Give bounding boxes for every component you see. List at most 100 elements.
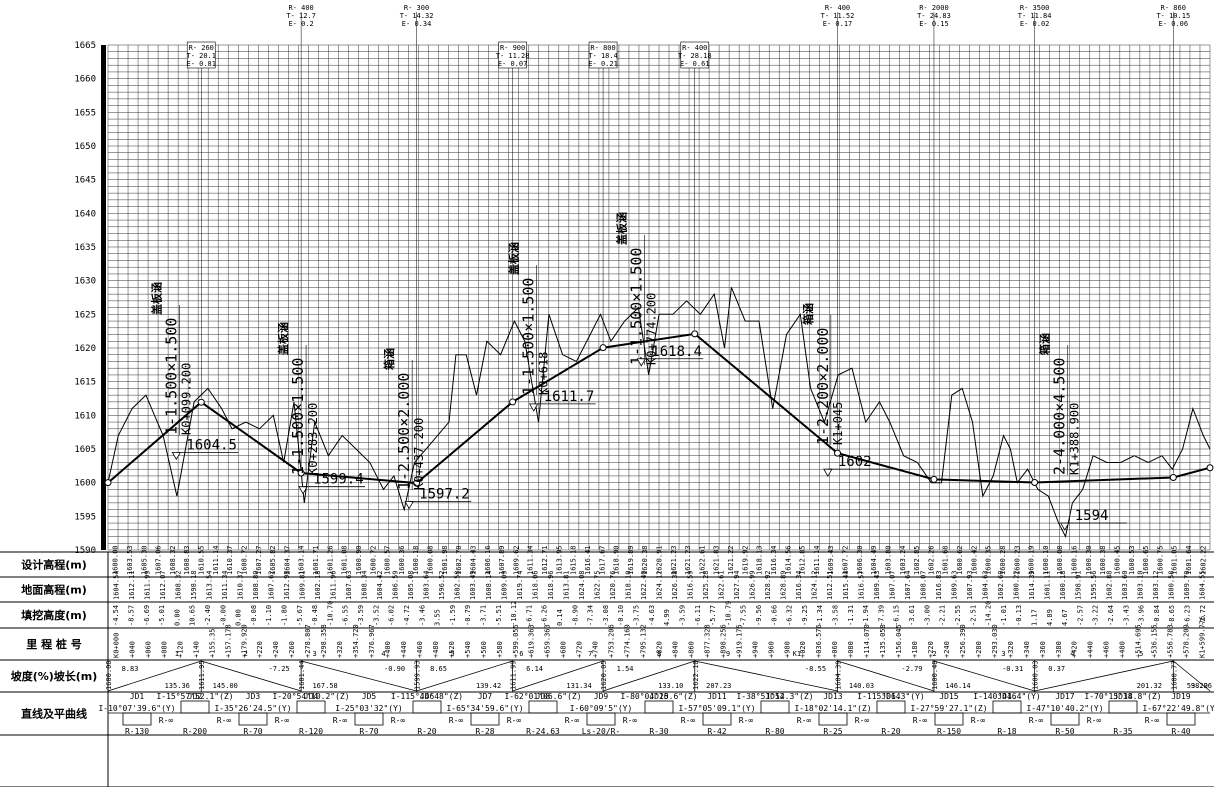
grade-slope-line — [416, 660, 513, 692]
alignment-tangent-label: R-∞ — [565, 716, 580, 725]
ground-elevation-cell: 1607.07 — [888, 570, 896, 600]
profile-table: 设计高程(m) 地面高程(m) 填挖高度(m) 里 程 桩 号坡度(%)坡长(m) 直线… — [0, 545, 1214, 787]
fill-height-cell: -2.40 — [204, 605, 212, 626]
ground-elevation-cell: 1626.38 — [671, 570, 679, 600]
grade-length: 140.03 — [849, 682, 874, 690]
alignment-curve: JD3 I-35°26'24.5"(Y) R-70 — [214, 692, 291, 736]
design-elevation-cell: 1602.85 — [913, 545, 921, 575]
station-cell: +536.155 — [1151, 624, 1159, 658]
culvert-type: 盖板涵 — [614, 212, 628, 245]
alignment-radius: R-150 — [937, 727, 961, 736]
alignment-curve-box — [702, 712, 732, 726]
alignment-radius: R-28 — [475, 727, 494, 736]
fill-height-cell: -10.12 — [510, 601, 518, 626]
design-elevation-cell: 1614.56 — [784, 545, 792, 575]
alignment-curve-box — [354, 712, 384, 726]
alignment-tangent-label: R-∞ — [391, 716, 406, 725]
grade-pvi-elevation: 1600.77 — [1170, 660, 1178, 690]
alignment-curve-box — [1108, 700, 1138, 714]
fill-height-cell: -3.96 — [1138, 605, 1146, 626]
grade-change-point — [104, 479, 112, 487]
culvert-station: K0+618 — [537, 352, 551, 395]
station-cell: +556.783 — [1167, 624, 1175, 658]
fill-height-cell: -5.77 — [709, 605, 717, 626]
design-elevation-cell: 1601.05 — [1171, 545, 1179, 575]
grade-value: 0.37 — [1048, 665, 1065, 673]
fill-height-cell: -7.55 — [740, 605, 748, 626]
station-cell: +860 — [687, 641, 695, 658]
station-cell: +157.178 — [224, 624, 232, 658]
alignment-tangent-label: R-∞ — [913, 716, 928, 725]
grade-length: 133.10 — [658, 682, 683, 690]
grade-change-point — [413, 479, 421, 487]
alignment-jd-label: JD11 — [707, 692, 726, 701]
fill-height-cell: -0.66 — [770, 605, 778, 626]
grade-pvi-elevation: 1604.39 — [835, 660, 843, 690]
design-elevation-cell: 1606.30 — [856, 545, 864, 575]
culvert-annotation: 1-2.200×2.000 K1+045 箱涵 — [801, 303, 845, 445]
grade-length: 146.14 — [945, 682, 970, 690]
design-elevation-cell: 1600.36 — [398, 545, 406, 575]
culvert-type: 箱涵 — [382, 348, 396, 370]
station-cell: +659.363 — [544, 624, 552, 658]
alignment-deflection: I-70°15'34.8"(Z) — [1084, 692, 1161, 701]
design-elevation-cell: 1600.65 — [1142, 545, 1150, 575]
ground-elevation-cell: 1604.42 — [376, 570, 384, 600]
elevation-callout-value: 1594 — [1075, 508, 1109, 524]
vertical-curve-param: T- 20.1 — [186, 52, 216, 60]
fill-height-cell: -4.63 — [648, 605, 656, 626]
fill-height-cell: -5.51 — [495, 605, 503, 626]
elevation-tick-label: 1620 — [74, 344, 96, 354]
grade-segment: 6.14 131.34 1611.99 — [510, 660, 604, 692]
ground-elevation-cell: 1608.32 — [174, 570, 182, 600]
grade-segment: 8.65 139.42 1599.93 — [414, 660, 513, 692]
fill-height-cell: -2.55 — [954, 605, 962, 626]
alignment-curve-box — [412, 700, 442, 714]
design-elevation-cell: 1600.45 — [1113, 545, 1121, 575]
ground-elevation-cell: 1602.60 — [997, 570, 1005, 600]
vertical-curve-param: T- 11.52 — [821, 12, 855, 20]
vertical-curve-frame — [588, 41, 618, 69]
vertical-curve-frame — [186, 41, 216, 69]
design-elevation-cell: 1618.13 — [756, 545, 764, 575]
station-cell: +376.967 — [368, 624, 376, 658]
fill-height-cell: -5.67 — [296, 605, 304, 626]
elevation-axis: 1665 1660 1655 1650 1645 1640 1635 1630 1625 1620… — [74, 41, 106, 556]
ground-elevation-cell: 1610.37 — [236, 570, 244, 600]
fill-height-cell: -6.11 — [694, 605, 702, 626]
design-elevation-cell: 1601.64 — [1185, 545, 1193, 575]
fill-height-cell: -1.31 — [847, 605, 855, 626]
grade-slope-line — [602, 660, 695, 692]
elevation-tick-label: 1665 — [74, 41, 96, 51]
grade-segment: -0.31 146.14 1600.48 — [931, 660, 1035, 692]
grade-pvi-elevation: 1601.44 — [298, 660, 306, 690]
station-km-mark: 4 — [381, 650, 385, 658]
ground-elevation-cell: 1628.92 — [764, 570, 772, 600]
station-km-mark: 5 — [450, 650, 454, 658]
ground-elevation-cell: 1622.61 — [718, 570, 726, 600]
alignment-deflection: I-18°02'14.1"(Z) — [794, 704, 871, 713]
station-cell: +720 — [576, 641, 584, 658]
ground-elevation-cell: 1608.07 — [919, 570, 927, 600]
station-cell: +898.256 — [719, 624, 727, 658]
station-km-mark: 7 — [588, 650, 592, 658]
culvert-size: 1-2.500×2.000 — [395, 373, 413, 490]
station-cell: +135.058 — [879, 624, 887, 658]
design-elevation-cell: 1605.30 — [140, 545, 148, 575]
alignment-jd-label: JD13 — [823, 692, 842, 701]
vertical-curve-param: T- 14.32 — [400, 12, 434, 20]
fill-height-cell: -6.69 — [143, 605, 151, 626]
fill-height-cell: -3.08 — [602, 605, 610, 626]
fill-height-cell: -0.13 — [1015, 605, 1023, 626]
ground-elevation-cell: 1612.51 — [826, 570, 834, 600]
alignment-curve: JD1 I-10°07'39.6"(Y) R-130 — [98, 692, 175, 736]
fill-height-cell: -0.84 — [1153, 605, 1161, 626]
design-elevation-callout: 1599.4 — [298, 472, 366, 495]
vertical-curve-param: T- 10.15 — [1156, 12, 1190, 20]
station-cell: +240 — [943, 641, 951, 658]
ground-elevation-cell: 1625.28 — [702, 570, 710, 600]
ground-elevation-cell: 1598.91 — [1075, 570, 1083, 600]
